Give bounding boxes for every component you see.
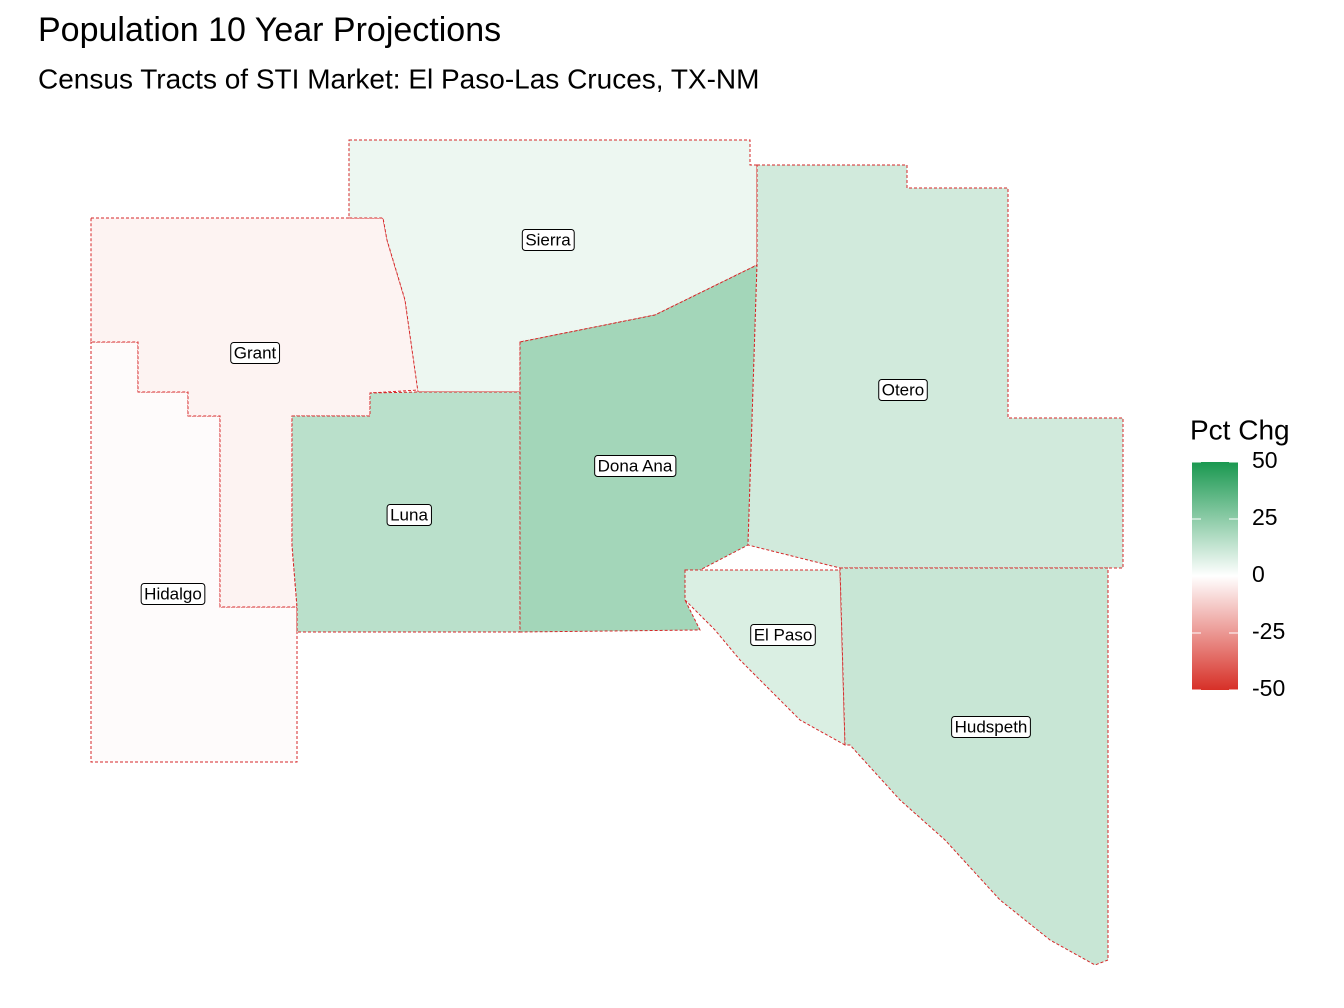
county-label: Dona Ana xyxy=(598,456,673,475)
county-label-box xyxy=(386,503,432,526)
county xyxy=(839,567,1109,966)
county-label-box xyxy=(140,582,206,605)
county-label: Hudspeth xyxy=(955,717,1028,736)
legend-tick-label: 50 xyxy=(1252,447,1278,473)
legend-tick-label: 25 xyxy=(1252,504,1278,530)
county-label: Sierra xyxy=(525,230,571,249)
county-label-box xyxy=(878,378,928,401)
county-label: Otero xyxy=(882,380,925,399)
legend-title: Pct Chg xyxy=(1190,414,1290,445)
legend-tick-label: 0 xyxy=(1252,561,1265,587)
county-label: Grant xyxy=(234,343,277,362)
county-label: Luna xyxy=(390,505,428,524)
county-label-box xyxy=(951,715,1031,738)
county xyxy=(348,139,758,393)
county-label-box xyxy=(521,228,575,251)
county-label-box xyxy=(594,454,677,477)
county xyxy=(747,164,1124,569)
subtitle: Census Tracts of STI Market: El Paso-Las… xyxy=(38,63,759,94)
county-label: Hidalgo xyxy=(144,584,202,603)
county-label-box xyxy=(750,623,816,646)
county-label: El Paso xyxy=(754,625,813,644)
title: Population 10 Year Projections xyxy=(38,11,501,49)
legend-tick-label: -25 xyxy=(1252,618,1285,644)
legend-tick-label: -50 xyxy=(1252,675,1285,701)
county xyxy=(684,569,846,746)
county-label-box xyxy=(230,341,281,364)
